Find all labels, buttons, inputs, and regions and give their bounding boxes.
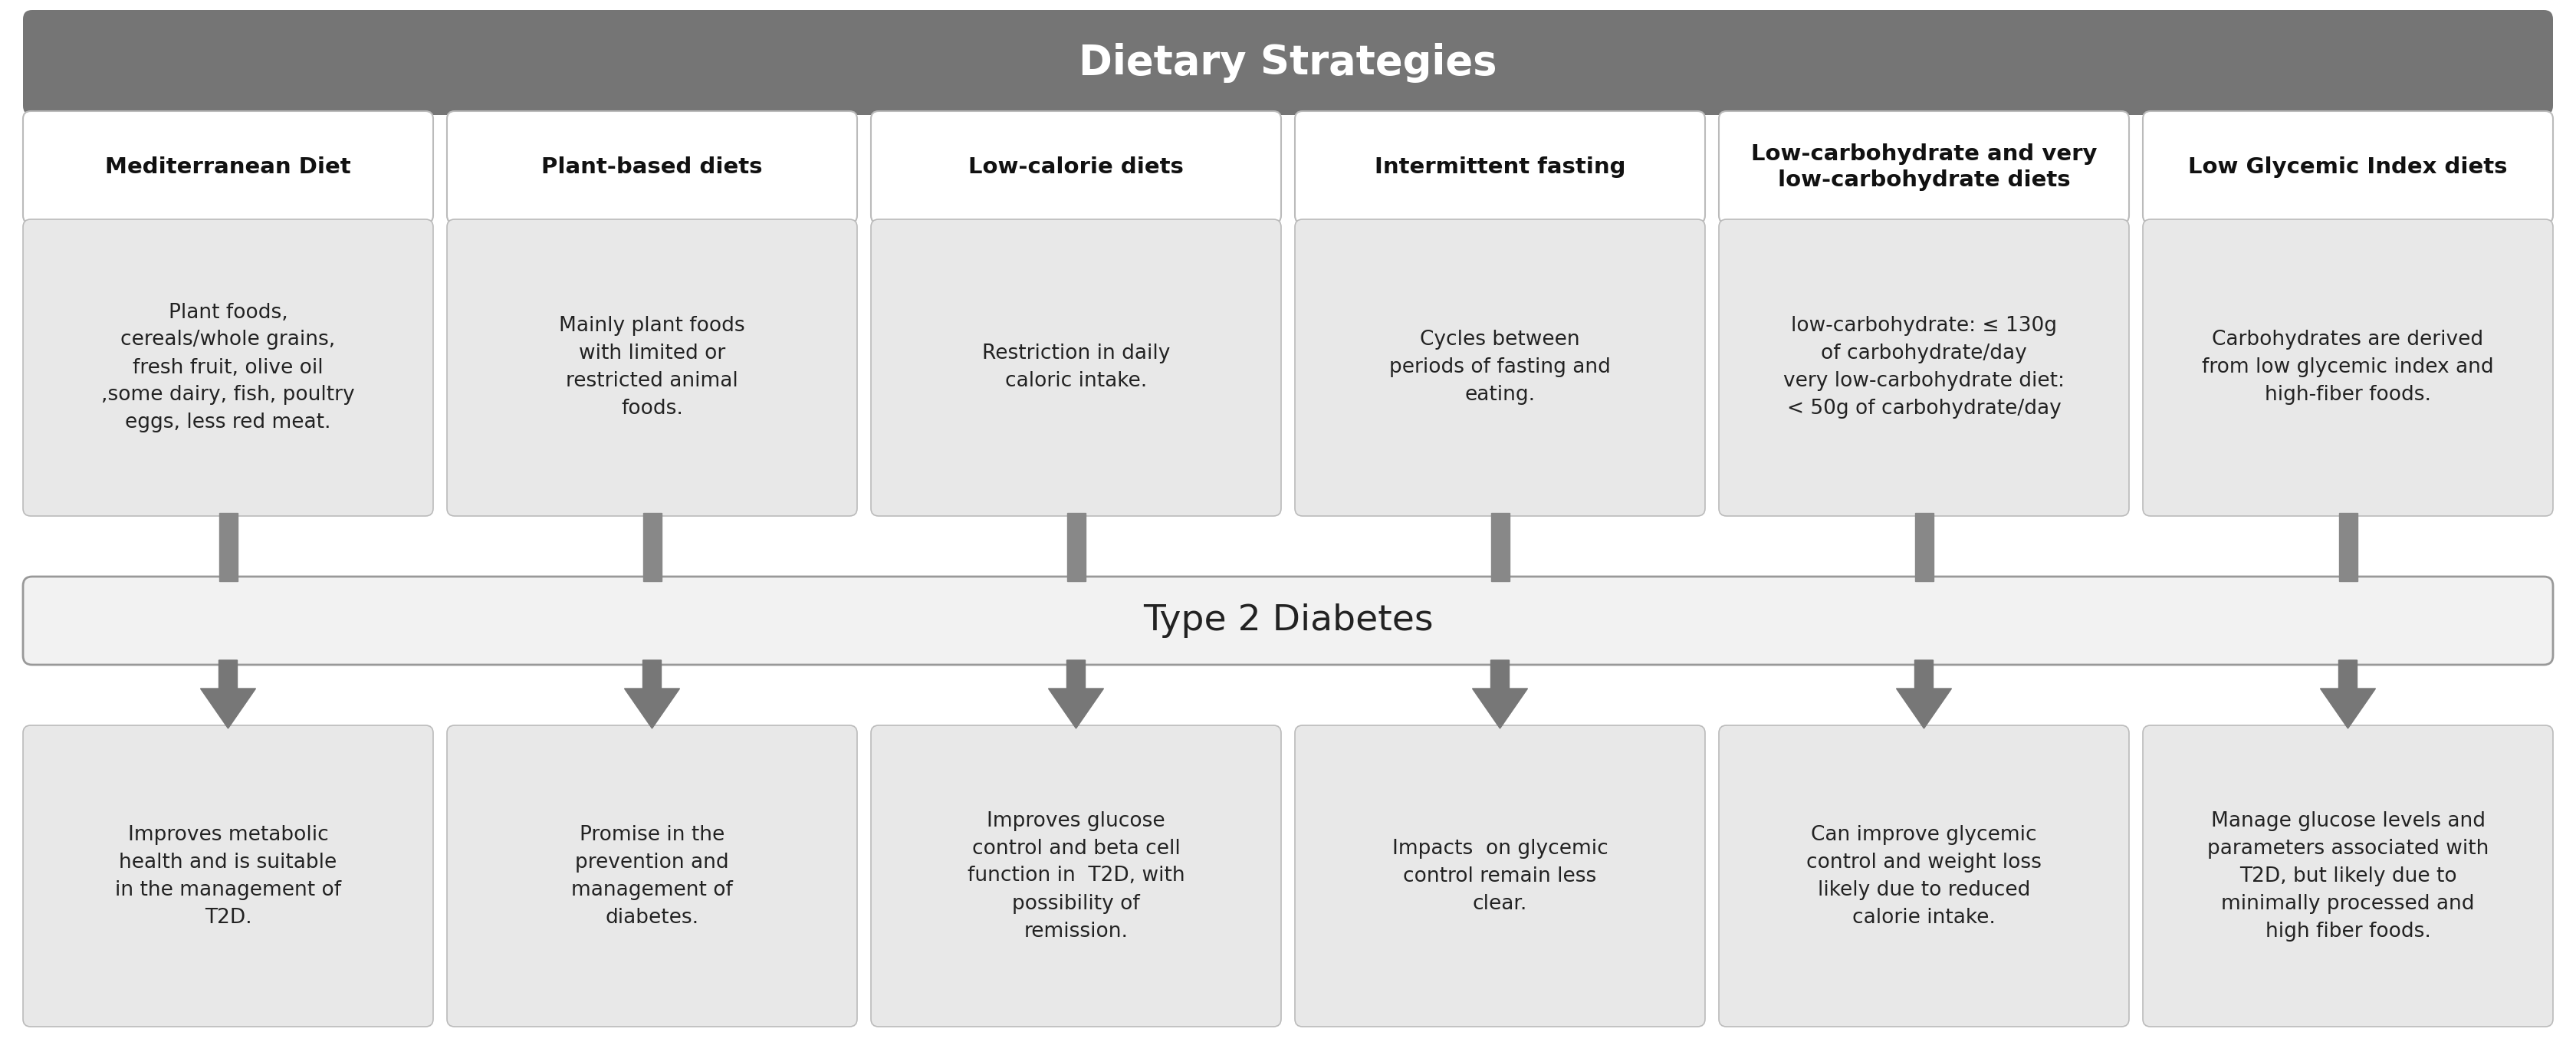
Text: Plant foods,
cereals/whole grains,
fresh fruit, olive oil
,some dairy, fish, pou: Plant foods, cereals/whole grains, fresh… [100, 302, 355, 432]
FancyBboxPatch shape [1718, 219, 2128, 516]
Polygon shape [1492, 513, 1510, 581]
Text: Dietary Strategies: Dietary Strategies [1079, 43, 1497, 82]
FancyBboxPatch shape [448, 111, 858, 223]
FancyBboxPatch shape [2143, 219, 2553, 516]
FancyBboxPatch shape [448, 219, 858, 516]
Text: Type 2 Diabetes: Type 2 Diabetes [1144, 603, 1432, 638]
FancyBboxPatch shape [1296, 111, 1705, 223]
FancyBboxPatch shape [2143, 725, 2553, 1026]
FancyBboxPatch shape [1296, 725, 1705, 1026]
Text: low-carbohydrate: ≤ 130g
of carbohydrate/day
very low-carbohydrate diet:
< 50g o: low-carbohydrate: ≤ 130g of carbohydrate… [1783, 317, 2063, 419]
Text: Improves metabolic
health and is suitable
in the management of
T2D.: Improves metabolic health and is suitabl… [116, 824, 340, 927]
FancyBboxPatch shape [448, 725, 858, 1026]
Text: Restriction in daily
caloric intake.: Restriction in daily caloric intake. [981, 344, 1170, 392]
Text: Mainly plant foods
with limited or
restricted animal
foods.: Mainly plant foods with limited or restr… [559, 317, 744, 419]
Text: Can improve glycemic
control and weight loss
likely due to reduced
calorie intak: Can improve glycemic control and weight … [1806, 824, 2043, 927]
FancyBboxPatch shape [871, 111, 1280, 223]
Text: Mediterranean Diet: Mediterranean Diet [106, 156, 350, 178]
Text: Intermittent fasting: Intermittent fasting [1376, 156, 1625, 178]
Text: Manage glucose levels and
parameters associated with
T2D, but likely due to
mini: Manage glucose levels and parameters ass… [2208, 811, 2488, 941]
Polygon shape [1914, 513, 1932, 581]
FancyBboxPatch shape [1718, 111, 2128, 223]
Polygon shape [1066, 513, 1084, 581]
Polygon shape [2321, 661, 2375, 728]
Text: Low Glycemic Index diets: Low Glycemic Index diets [2187, 156, 2506, 178]
Text: Low-carbohydrate and very
low-carbohydrate diets: Low-carbohydrate and very low-carbohydra… [1752, 143, 2097, 191]
Text: Improves glucose
control and beta cell
function in  T2D, with
possibility of
rem: Improves glucose control and beta cell f… [969, 811, 1185, 941]
Polygon shape [1048, 661, 1103, 728]
FancyBboxPatch shape [23, 111, 433, 223]
FancyBboxPatch shape [23, 219, 433, 516]
Text: Low-calorie diets: Low-calorie diets [969, 156, 1185, 178]
FancyBboxPatch shape [871, 725, 1280, 1026]
FancyBboxPatch shape [23, 10, 2553, 115]
Text: Cycles between
periods of fasting and
eating.: Cycles between periods of fasting and ea… [1388, 330, 1610, 405]
FancyBboxPatch shape [23, 725, 433, 1026]
Polygon shape [201, 661, 255, 728]
Polygon shape [1473, 661, 1528, 728]
Text: Carbohydrates are derived
from low glycemic index and
high-fiber foods.: Carbohydrates are derived from low glyce… [2202, 330, 2494, 405]
FancyBboxPatch shape [1296, 219, 1705, 516]
FancyBboxPatch shape [871, 219, 1280, 516]
FancyBboxPatch shape [2143, 111, 2553, 223]
Text: Promise in the
prevention and
management of
diabetes.: Promise in the prevention and management… [572, 824, 734, 927]
Polygon shape [219, 513, 237, 581]
Text: Impacts  on glycemic
control remain less
clear.: Impacts on glycemic control remain less … [1391, 839, 1607, 914]
Polygon shape [623, 661, 680, 728]
Polygon shape [2339, 513, 2357, 581]
FancyBboxPatch shape [1718, 725, 2128, 1026]
Polygon shape [644, 513, 662, 581]
FancyBboxPatch shape [23, 576, 2553, 665]
Text: Plant-based diets: Plant-based diets [541, 156, 762, 178]
Polygon shape [1896, 661, 1953, 728]
